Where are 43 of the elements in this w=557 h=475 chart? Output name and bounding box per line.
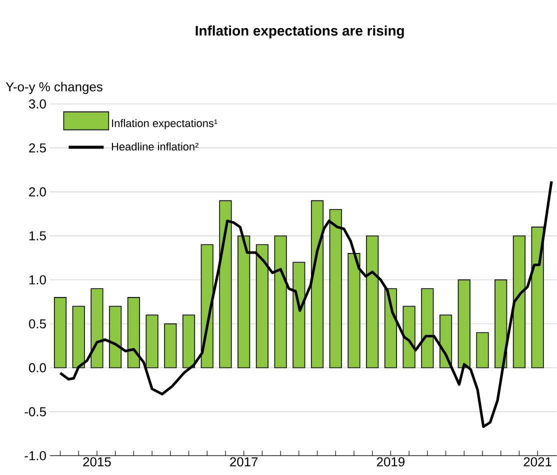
y-tick-label: 2.5 bbox=[29, 143, 46, 153]
y-tick-label: 0.0 bbox=[28, 363, 46, 372]
bar bbox=[256, 244, 268, 368]
bar bbox=[329, 209, 342, 368]
bar bbox=[310, 200, 324, 368]
x-tick-label: 2019 bbox=[376, 457, 404, 467]
y-axis-title: Y-o-y % changes bbox=[6, 82, 102, 94]
bar bbox=[348, 253, 360, 368]
bar bbox=[72, 306, 85, 368]
bar bbox=[531, 226, 544, 368]
y-tick-label: 3.0 bbox=[28, 99, 46, 109]
bar bbox=[494, 280, 508, 368]
legend-label: Inflation expectations¹ bbox=[112, 119, 218, 130]
bar bbox=[219, 200, 232, 368]
bar bbox=[512, 236, 526, 368]
bar bbox=[292, 262, 306, 368]
y-tick-label: 0.5 bbox=[28, 319, 46, 329]
x-tick-label: 2021 bbox=[524, 457, 552, 467]
bar bbox=[164, 324, 177, 368]
bar bbox=[182, 314, 196, 368]
bar bbox=[238, 236, 250, 368]
chart-title: Inflation expectations are rising bbox=[196, 26, 404, 39]
line-series bbox=[58, 180, 553, 428]
bar bbox=[384, 288, 397, 368]
bar bbox=[54, 297, 67, 368]
y-tick-label: -1.0 bbox=[24, 451, 46, 460]
y-tick-label: 1.0 bbox=[29, 275, 46, 285]
x-tick-label: 2015 bbox=[83, 457, 111, 467]
bar bbox=[421, 288, 434, 368]
y-tick-label: -0.5 bbox=[24, 407, 46, 416]
bar bbox=[146, 314, 158, 368]
bar bbox=[274, 236, 287, 368]
bar bbox=[476, 332, 489, 368]
bar bbox=[366, 236, 379, 368]
legend-label: Headline inflation² bbox=[112, 142, 198, 151]
bar bbox=[127, 297, 140, 368]
bar bbox=[458, 280, 470, 368]
bar bbox=[109, 306, 122, 368]
y-tick-label: 1.5 bbox=[29, 231, 46, 241]
bar bbox=[402, 306, 416, 368]
x-tick-label: 2017 bbox=[230, 457, 258, 467]
bar bbox=[90, 288, 104, 368]
y-tick-label: 2.0 bbox=[29, 187, 46, 197]
